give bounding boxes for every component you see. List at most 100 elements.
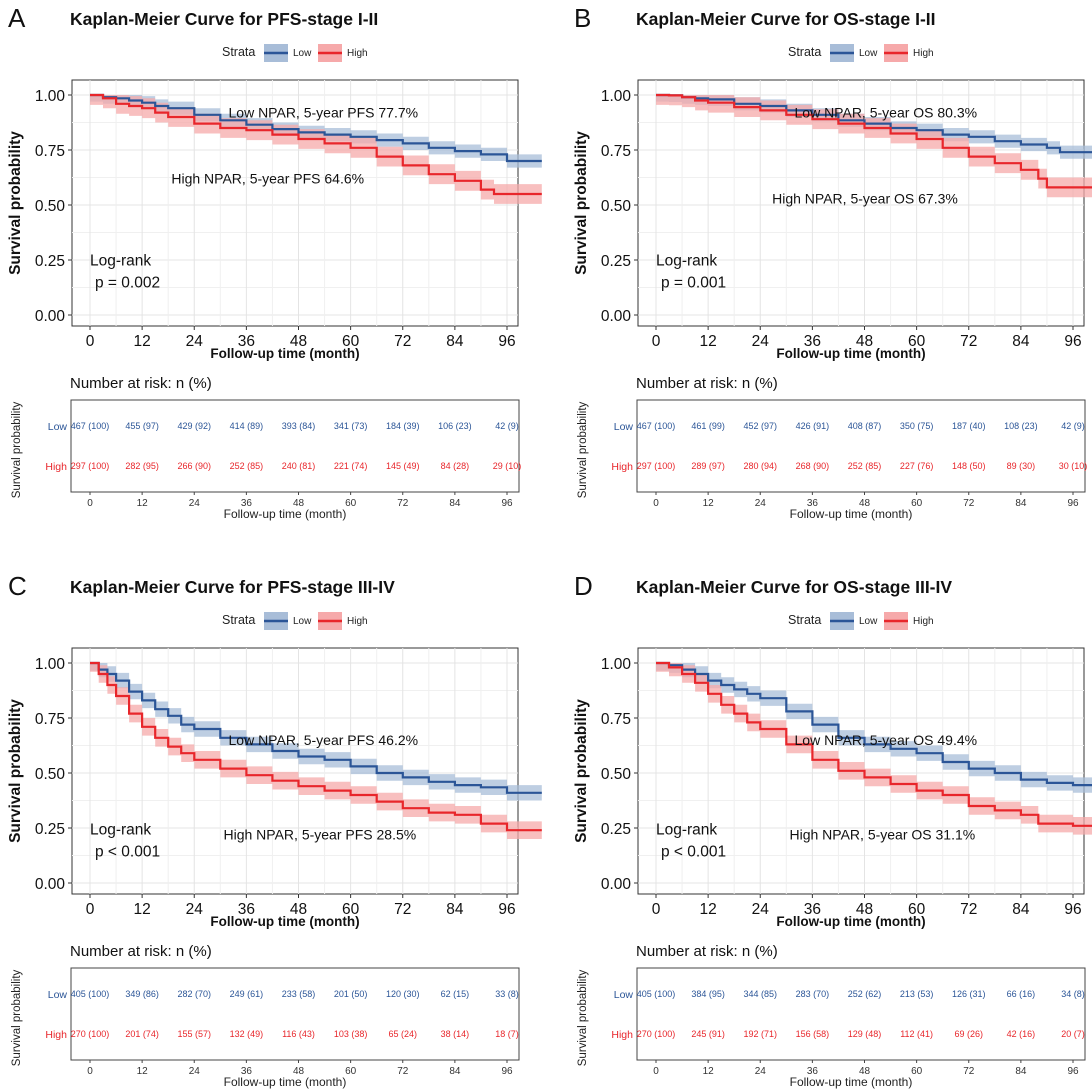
risk-cell-high: 227 (76)	[900, 461, 934, 471]
risk-x-tick-label: 12	[137, 498, 149, 509]
x-axis-label: Follow-up time (month)	[210, 346, 359, 361]
risk-table: Number at risk: n (%) Survival probabilit…	[577, 943, 1086, 1089]
x-tick-label: 0	[652, 901, 661, 918]
risk-cell-high: 270 (100)	[637, 1029, 676, 1039]
logrank-label: Log-rank	[90, 253, 151, 270]
annotation-high-npar: High NPAR, 5-year PFS 64.6%	[171, 171, 364, 187]
risk-cell-high: 252 (85)	[230, 461, 264, 471]
legend-title: Strata	[222, 613, 255, 627]
y-tick-label: 0.00	[35, 308, 66, 325]
plot-area	[637, 79, 1092, 327]
x-tick-label: 72	[394, 901, 411, 918]
risk-cell-low: 426 (91)	[796, 421, 830, 431]
y-axis-label: Survival probability	[7, 131, 24, 275]
panel-letter: B	[574, 3, 591, 33]
risk-cell-high: 221 (74)	[334, 461, 368, 471]
risk-x-axis-label: Follow-up time (month)	[224, 507, 347, 521]
risk-cell-low: 108 (23)	[1004, 421, 1038, 431]
risk-cell-high: 155 (57)	[177, 1029, 211, 1039]
legend: Strata Low High	[222, 44, 368, 62]
risk-cell-low: 350 (75)	[900, 421, 934, 431]
panel-b: B Kaplan-Meier Curve for OS-stage I-II Str…	[573, 3, 1092, 521]
risk-cell-low: 106 (23)	[438, 421, 472, 431]
plot-area	[637, 647, 1092, 895]
annotation-low-npar: Low NPAR, 5-year PFS 46.2%	[229, 732, 419, 748]
survival-curve-low	[656, 661, 1092, 787]
risk-cell-high: 65 (24)	[388, 1029, 417, 1039]
legend: Strata Low High	[222, 612, 368, 630]
annotation-high-npar: High NPAR, 5-year OS 67.3%	[772, 190, 958, 206]
legend-title: Strata	[788, 45, 821, 59]
x-tick-label: 60	[908, 901, 926, 918]
risk-x-tick-label: 24	[189, 498, 201, 509]
panel-c: C Kaplan-Meier Curve for PFS-stage III-IV…	[7, 571, 542, 1089]
risk-cell-low: 120 (30)	[386, 989, 420, 999]
risk-cell-high: 252 (85)	[848, 461, 882, 471]
panel-a: A Kaplan-Meier Curve for PFS-stage I-II St…	[7, 3, 542, 521]
risk-x-tick-label: 96	[1067, 498, 1079, 509]
risk-table-frame	[636, 399, 1086, 493]
risk-x-tick-label: 0	[87, 1066, 93, 1077]
risk-row-high-label: High	[611, 461, 633, 473]
x-tick-label: 84	[446, 901, 464, 918]
x-tick-label: 48	[290, 333, 307, 350]
legend: Strata Low High	[788, 44, 934, 62]
risk-cell-high: 289 (97)	[691, 461, 725, 471]
risk-cell-low: 249 (61)	[230, 989, 264, 999]
risk-x-axis-label: Follow-up time (month)	[790, 507, 913, 521]
x-tick-label: 24	[186, 901, 204, 918]
plot-area	[71, 79, 542, 327]
plot-frame	[71, 647, 519, 895]
legend-high-label: High	[913, 616, 934, 627]
y-tick-label: 0.25	[601, 253, 631, 270]
risk-cell-low: 341 (73)	[334, 421, 368, 431]
legend-low-label: Low	[859, 616, 878, 627]
risk-x-tick-label: 0	[653, 498, 659, 509]
risk-row-low-label: Low	[48, 989, 68, 1001]
risk-cell-low: 455 (97)	[125, 421, 159, 431]
risk-cell-high: 268 (90)	[796, 461, 830, 471]
risk-cell-high: 30 (10)	[1059, 461, 1088, 471]
risk-cell-high: 42 (16)	[1007, 1029, 1036, 1039]
x-tick-label: 12	[700, 901, 717, 918]
risk-row-high-label: High	[45, 461, 67, 473]
risk-x-tick-label: 36	[241, 1066, 253, 1077]
risk-cell-low: 187 (40)	[952, 421, 986, 431]
y-tick-label: 1.00	[35, 656, 66, 673]
x-tick-label: 12	[700, 333, 717, 350]
y-tick-label: 1.00	[601, 88, 632, 105]
risk-cell-high: 145 (49)	[386, 461, 420, 471]
y-tick-label: 0.25	[35, 821, 65, 838]
x-tick-label: 72	[394, 333, 411, 350]
y-tick-label: 1.00	[35, 88, 66, 105]
risk-row-high-label: High	[45, 1029, 67, 1041]
risk-x-tick-label: 96	[501, 1066, 513, 1077]
p-value: p = 0.002	[95, 275, 160, 292]
risk-table-ylabel: Survival probability	[577, 969, 589, 1066]
risk-row-low-label: Low	[614, 421, 634, 433]
risk-x-tick-label: 60	[345, 498, 357, 509]
risk-x-tick-label: 0	[87, 498, 93, 509]
risk-x-tick-label: 24	[755, 498, 767, 509]
risk-cell-high: 20 (7)	[1061, 1029, 1085, 1039]
chart-title: Kaplan-Meier Curve for PFS-stage III-IV	[70, 577, 395, 597]
risk-cell-low: 184 (39)	[386, 421, 420, 431]
risk-cell-high: 240 (81)	[282, 461, 316, 471]
risk-x-tick-label: 36	[241, 498, 253, 509]
legend-low-label: Low	[859, 48, 878, 59]
risk-cell-high: 297 (100)	[637, 461, 676, 471]
risk-cell-high: 201 (74)	[125, 1029, 159, 1039]
y-tick-label: 0.50	[35, 766, 66, 783]
risk-x-tick-label: 72	[963, 1066, 975, 1077]
risk-cell-high: 29 (10)	[493, 461, 522, 471]
risk-cell-high: 282 (95)	[125, 461, 159, 471]
risk-table-ylabel: Survival probability	[11, 969, 23, 1066]
risk-cell-low: 467 (100)	[637, 421, 676, 431]
risk-x-tick-label: 48	[293, 498, 305, 509]
risk-x-tick-label: 48	[859, 1066, 871, 1077]
y-tick-label: 0.00	[35, 876, 66, 893]
risk-cell-low: 42 (9)	[495, 421, 519, 431]
risk-cell-low: 283 (70)	[796, 989, 830, 999]
risk-cell-high: 69 (26)	[954, 1029, 983, 1039]
